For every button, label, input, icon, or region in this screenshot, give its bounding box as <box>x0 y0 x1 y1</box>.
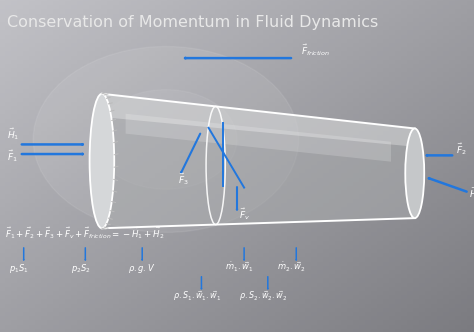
Text: $\dot{m}_1.\vec{w}_1$: $\dot{m}_1.\vec{w}_1$ <box>225 261 254 274</box>
Text: $\vec{H}_2$: $\vec{H}_2$ <box>469 185 474 201</box>
Text: $p_2 S_2$: $p_2 S_2$ <box>71 262 91 275</box>
Text: $\vec{F}_3$: $\vec{F}_3$ <box>178 171 189 187</box>
Text: $\vec{F}_v$: $\vec{F}_v$ <box>239 206 250 222</box>
Text: $\rho.S_1.\vec{w}_1.\vec{w}_1$: $\rho.S_1.\vec{w}_1.\vec{w}_1$ <box>173 289 221 303</box>
Circle shape <box>95 90 237 189</box>
Ellipse shape <box>90 94 114 228</box>
Text: $\rho.g.V$: $\rho.g.V$ <box>128 262 155 275</box>
Text: $\rho.S_2.\vec{w}_2.\vec{w}_2$: $\rho.S_2.\vec{w}_2.\vec{w}_2$ <box>239 289 288 303</box>
Text: $\vec{F}_{friction}$: $\vec{F}_{friction}$ <box>301 42 330 58</box>
Text: $\vec{F}_1$: $\vec{F}_1$ <box>7 148 18 164</box>
Text: $p_1 S_1$: $p_1 S_1$ <box>9 262 29 275</box>
Text: $\vec{F}_2$: $\vec{F}_2$ <box>456 141 467 157</box>
Text: $\vec{H}_1$: $\vec{H}_1$ <box>7 126 19 142</box>
Polygon shape <box>102 94 415 228</box>
Text: $\vec{F}_1 + \vec{F}_2 + \vec{F}_3 + \vec{F}_v + \vec{F}_{friction} = -\vec{H}_1: $\vec{F}_1 + \vec{F}_2 + \vec{F}_3 + \ve… <box>5 225 164 241</box>
Polygon shape <box>126 114 391 162</box>
Circle shape <box>33 46 299 232</box>
Text: Conservation of Momentum in Fluid Dynamics: Conservation of Momentum in Fluid Dynami… <box>7 15 378 30</box>
Text: $\dot{m}_2.\vec{w}_2$: $\dot{m}_2.\vec{w}_2$ <box>277 261 306 274</box>
Ellipse shape <box>405 128 424 218</box>
Polygon shape <box>102 94 415 147</box>
